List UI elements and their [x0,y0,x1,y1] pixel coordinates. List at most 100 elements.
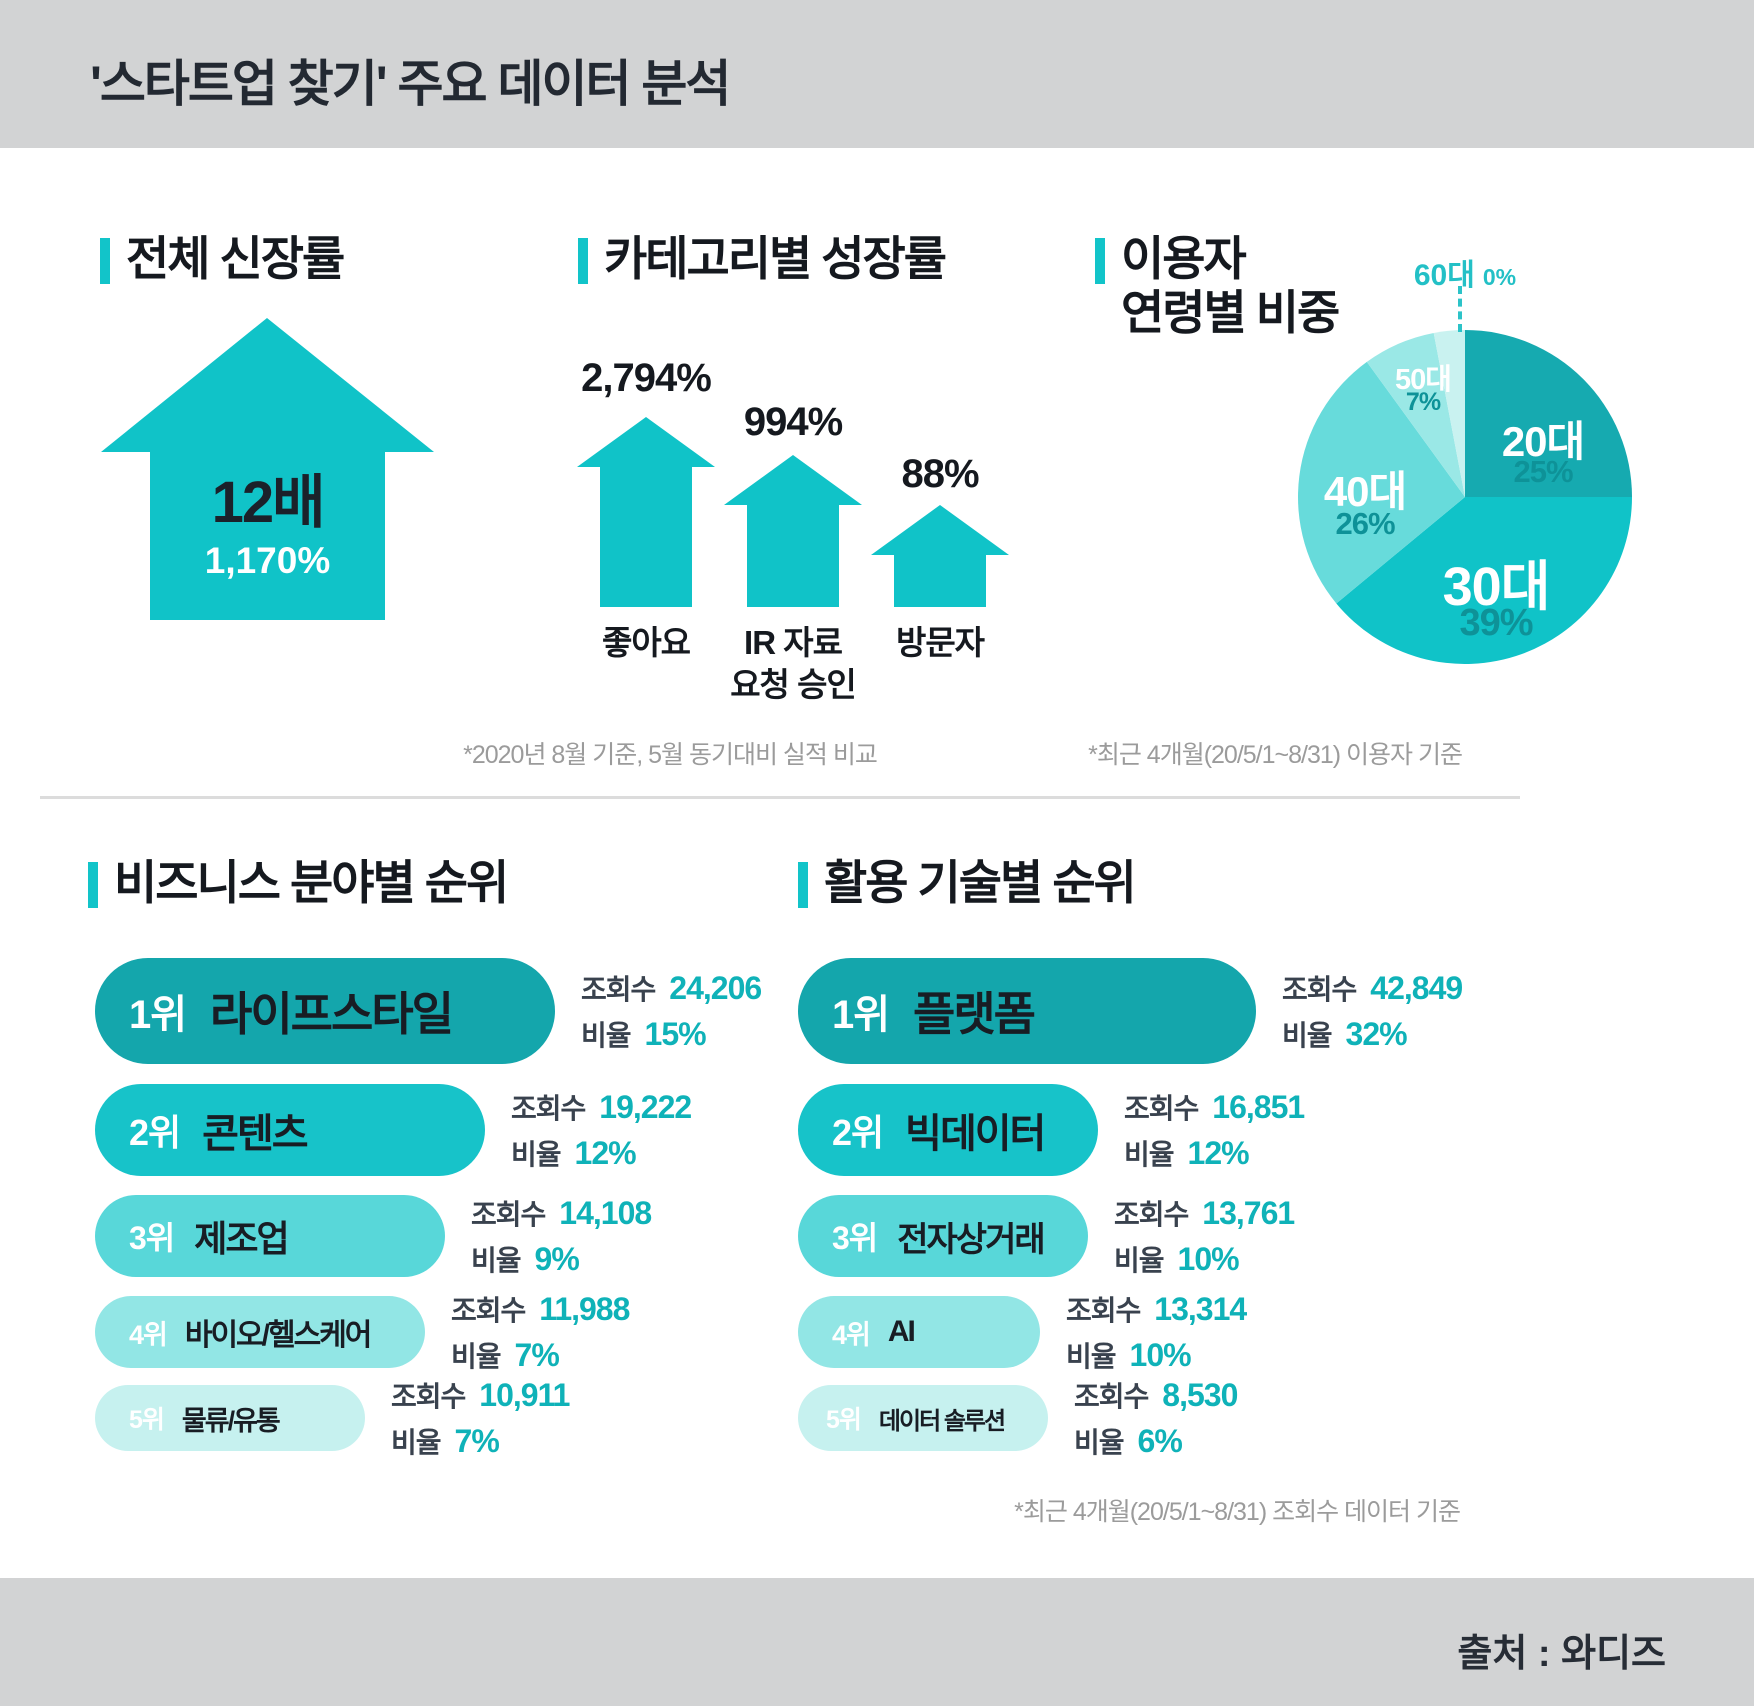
section-title-category-growth: 카테고리별 성장률 [578,232,947,286]
title-line2: 연령별 비중 [1121,286,1340,340]
views-label: 조회수 [1282,973,1357,1005]
rank-badge: 2위 [129,1112,181,1154]
ratio-label: 비율 [471,1245,522,1277]
tech-rank-row-2: 2위 빅데이터 조회수 16,851 비율 12% [798,1084,1305,1177]
rank-name: 빅데이터 [905,1112,1046,1157]
business-rank-row-1: 1위 라이프스타일 조회수 24,206 비율 15% [95,958,762,1064]
growth-percent: 1,170% [204,540,331,581]
rank-stats: 조회수 13,314 비율 10% [1066,1286,1247,1379]
pie-label-50s: 50대 [1395,364,1452,396]
rank-name: 제조업 [194,1218,289,1260]
section-title-age-share: 이용자 연령별 비중 [1095,232,1340,340]
pie-pct-30s: 39% [1459,602,1533,644]
category-value-ir: 994% [743,400,843,444]
rank-stats: 조회수 8,530 비율 6% [1074,1372,1238,1465]
page-title: '스타트업 찾기' 주요 데이터 분석 [90,56,731,112]
views-value: 19,222 [599,1089,692,1125]
ratio-label: 비율 [451,1341,502,1373]
section-title-text: 비즈니스 분야별 순위 [114,856,509,909]
tech-rank-row-1: 1위 플랫폼 조회수 42,849 비율 32% [798,958,1463,1064]
accent-bar-icon [100,238,110,284]
views-label: 조회수 [581,973,656,1005]
rank-pill: 5위 물류/유통 [95,1385,365,1452]
views-value: 24,206 [669,969,762,1006]
overall-growth-arrow: 12배 1,170% [101,318,434,620]
section-title-text: 전체 신장률 [126,232,345,285]
pie-label-30s: 30대 [1442,557,1551,617]
rank-badge: 1위 [832,993,890,1037]
ratio-label: 비율 [391,1427,442,1459]
rank-stats: 조회수 10,911 비율 7% [391,1372,570,1465]
tech-rank-row-4: 4위 AI 조회수 13,314 비율 10% [798,1286,1247,1379]
section-title-text: 카테고리별 성장률 [604,232,947,285]
views-label: 조회수 [451,1295,526,1326]
rank-badge: 3위 [129,1220,175,1257]
views-value: 8,530 [1162,1377,1238,1413]
views-value: 13,314 [1154,1291,1247,1327]
business-rank-row-3: 3위 제조업 조회수 14,108 비율 9% [95,1190,652,1283]
ratio-label: 비율 [1066,1341,1117,1373]
rank-stats: 조회수 11,988 비율 7% [451,1286,630,1379]
rank-name: 전자상거래 [897,1220,1045,1259]
age-share-footnote: *최근 4개월(20/5/1~8/31) 이용자 기준 [1088,741,1463,769]
views-label: 조회수 [1124,1093,1199,1124]
ratio-label: 비율 [1074,1427,1125,1459]
rank-badge: 2위 [832,1112,884,1154]
section-title-business-ranking: 비즈니스 분야별 순위 [88,856,509,910]
rank-pill: 5위 데이터 솔루션 [798,1385,1048,1452]
label-line2: 요청 승인 [730,666,857,703]
pie-pct-50s: 7% [1405,388,1441,416]
ratio-value: 32% [1345,1016,1408,1052]
rank-badge: 4위 [129,1319,168,1350]
rank-stats: 조회수 19,222 비율 12% [511,1084,692,1177]
views-value: 14,108 [559,1195,652,1231]
category-growth-footnote: *2020년 8월 기준, 5월 동기대비 실적 비교 [463,741,878,769]
rank-pill: 2위 빅데이터 [798,1084,1098,1177]
views-label: 조회수 [1114,1199,1189,1230]
rank-pill: 1위 라이프스타일 [95,958,555,1064]
category-label-visitors: 방문자 [830,622,1050,664]
title-line1: 이용자 [1121,232,1247,285]
callout-dashed-line-icon [1458,286,1462,332]
views-label: 조회수 [391,1381,466,1412]
section-title-tech-ranking: 활용 기술별 순위 [798,856,1137,910]
business-rank-row-5: 5위 물류/유통 조회수 10,911 비율 7% [95,1372,570,1465]
rank-stats: 조회수 24,206 비율 15% [581,965,762,1058]
ratio-label: 비율 [1124,1139,1175,1171]
source-credit: 출처 : 와디즈 [1457,1633,1666,1675]
up-arrow-icon [101,318,434,620]
views-label: 조회수 [1074,1381,1149,1412]
rank-pill: 1위 플랫폼 [798,958,1256,1064]
rank-name: 바이오/헬스케어 [184,1319,373,1353]
pie-slice-50대 [1366,332,1465,497]
ratio-label: 비율 [511,1139,562,1171]
accent-bar-icon [578,238,588,284]
pie-label-40s: 40대 [1323,468,1407,515]
rank-stats: 조회수 42,849 비율 32% [1282,965,1463,1058]
label-line1: 좋아요 [601,624,691,661]
rank-name: 데이터 솔루션 [878,1407,1006,1435]
up-arrow-icon [577,417,715,607]
section-divider [40,796,1520,799]
ratio-value: 9% [534,1241,580,1278]
views-label: 조회수 [1066,1295,1141,1326]
pie-slice-40대 [1298,361,1465,604]
rank-pill: 3위 전자상거래 [798,1195,1088,1278]
category-value-visitors: 88% [901,452,979,496]
callout-label: 60대 [1413,259,1475,292]
rank-name: 라이프스타일 [210,988,454,1040]
up-arrow-icon [871,505,1009,607]
rank-stats: 조회수 13,761 비율 10% [1114,1190,1295,1283]
views-value: 10,911 [479,1377,570,1413]
age-share-pie-chart [1298,330,1632,664]
pie-callout-60s: 60대 0% [1385,250,1545,294]
views-value: 11,988 [539,1291,630,1327]
ratio-value: 10% [1129,1337,1192,1374]
pie-slice-60대 [1433,330,1465,497]
rank-name: 플랫폼 [913,988,1036,1040]
ranking-footnote: *최근 4개월(20/5/1~8/31) 조회수 데이터 기준 [1014,1498,1461,1526]
tech-rank-row-3: 3위 전자상거래 조회수 13,761 비율 10% [798,1190,1295,1283]
ratio-value: 7% [514,1337,560,1374]
pie-pct-40s: 26% [1335,506,1395,541]
rank-name: AI [887,1315,916,1349]
